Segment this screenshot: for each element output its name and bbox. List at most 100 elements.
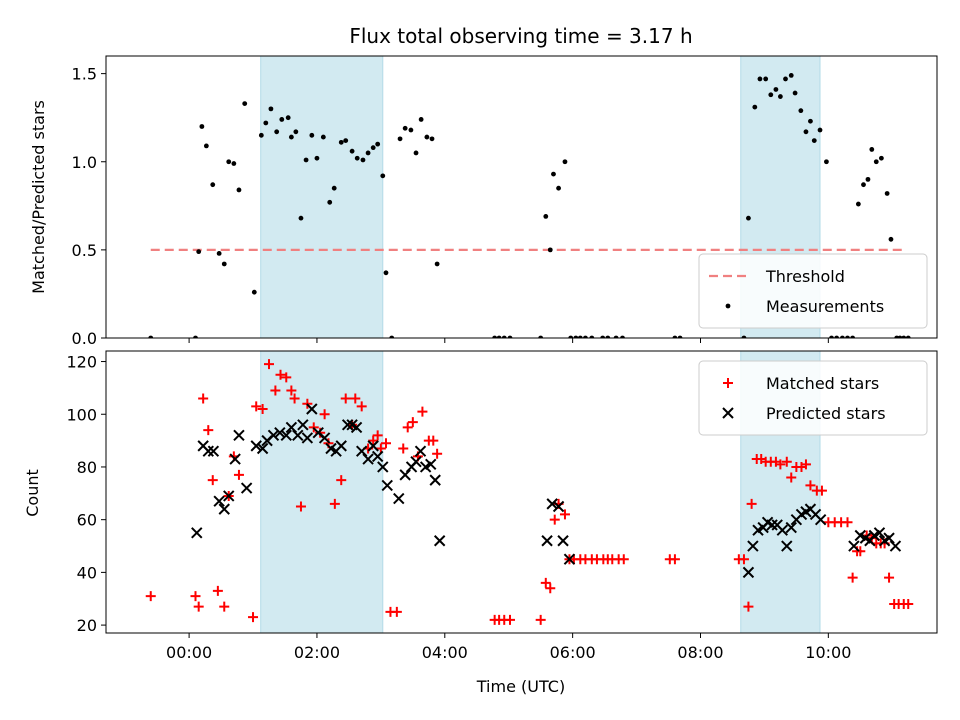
y-tick-label: 80 <box>77 458 97 477</box>
predicted-point <box>766 519 778 531</box>
measurement-point <box>551 171 556 177</box>
measurement-point <box>865 176 871 182</box>
predicted-point <box>747 540 759 552</box>
measurement-point <box>824 159 829 165</box>
measurement-point <box>577 335 583 338</box>
measurement-point <box>303 157 309 163</box>
measurement-point <box>783 76 788 82</box>
predicted-point <box>202 445 214 457</box>
measurement-point <box>496 335 502 338</box>
measurement-point <box>677 335 683 338</box>
observing-interval-0 <box>260 56 384 338</box>
measurement-point <box>375 141 381 147</box>
measurement-point <box>884 191 890 196</box>
measurement-point <box>845 335 850 338</box>
predicted-point <box>371 450 384 463</box>
measurement-point <box>600 335 606 338</box>
measurement-point <box>492 335 498 338</box>
predicted-point <box>377 461 389 473</box>
predicted-point <box>429 474 441 486</box>
predicted-point <box>381 479 393 492</box>
y-tick-label: 60 <box>77 511 97 530</box>
predicted-point <box>552 500 565 513</box>
predicted-point <box>399 469 411 481</box>
predicted-point <box>213 495 225 507</box>
predicted-point <box>267 429 280 442</box>
measurement-point <box>360 157 366 163</box>
legend: Threshold Measurements <box>698 253 928 329</box>
matched-point <box>295 501 306 512</box>
matched-point <box>372 430 383 441</box>
predicted-point <box>848 540 860 552</box>
matched-point <box>286 385 297 396</box>
measurement-point <box>878 155 884 161</box>
measurement-point <box>834 335 840 338</box>
matched-point <box>842 517 853 528</box>
measurement-point <box>193 335 198 338</box>
measurement-point <box>901 335 907 338</box>
predicted-point <box>280 429 292 442</box>
legend-matched-swatch <box>723 378 733 388</box>
bottom-panel: 20 40 60 80 100 120 00:00 02:00 04:00 06:00 08:00 1… <box>66 350 938 662</box>
measurement-point <box>613 335 619 338</box>
measurement-point <box>327 199 333 205</box>
y-tick-label: 120 <box>66 353 97 372</box>
matched-point <box>251 401 262 412</box>
matched-point <box>356 401 367 412</box>
predicted-point <box>292 429 304 442</box>
y-tick-label: 0.5 <box>72 241 97 260</box>
matched-point <box>402 422 413 433</box>
matched-point <box>847 572 858 583</box>
measurement-point <box>338 139 344 145</box>
matched-point <box>391 606 402 617</box>
legend: Matched stars Predicted stars <box>698 360 928 436</box>
matched-point <box>535 614 546 625</box>
measurement-point <box>429 136 435 142</box>
measurement-point <box>397 136 403 142</box>
axes-frame <box>105 350 938 634</box>
matched-point <box>270 385 281 396</box>
legend-label: Threshold <box>765 267 845 286</box>
predicted-point <box>297 419 309 431</box>
measurement-point <box>236 187 242 193</box>
measurement-point <box>788 72 794 78</box>
matched-point <box>329 498 340 509</box>
x-tick-label: 08:00 <box>677 643 723 662</box>
matched-point <box>540 577 551 588</box>
matched-point <box>203 425 214 436</box>
predicted-point <box>393 492 405 505</box>
measurement-point <box>402 125 408 131</box>
measurement-point <box>258 132 264 138</box>
measurement-point <box>568 335 574 338</box>
bottom-y-axis-label: Count <box>23 469 42 517</box>
measurement-point <box>380 173 386 179</box>
measurement-point <box>251 289 257 295</box>
measurement-point <box>148 335 154 338</box>
matched-point <box>746 498 757 509</box>
top-y-axis-label: Matched/Predicted stars <box>29 100 48 294</box>
measurement-point <box>242 101 248 106</box>
matched-point <box>800 459 811 470</box>
predicted-point <box>350 421 363 434</box>
legend-box <box>698 253 928 329</box>
legend-measurement-swatch <box>725 303 731 309</box>
matched-point <box>549 514 560 525</box>
matched-point <box>738 554 749 565</box>
matched-point <box>289 393 300 404</box>
matched-point <box>786 472 797 483</box>
matched-point <box>775 459 786 470</box>
measurement-point <box>556 185 561 191</box>
matched-point <box>350 393 361 404</box>
measurement-point <box>365 150 371 156</box>
measurement-point <box>873 159 879 165</box>
measurement-point <box>562 159 568 165</box>
predicted-point <box>274 426 286 439</box>
predicted-point <box>367 440 379 452</box>
measurement-point <box>389 335 395 338</box>
matched-point <box>816 485 827 496</box>
measurement-point <box>210 182 216 188</box>
top-panel: 0.0 0.5 1.0 1.5 Threshold Measurements <box>72 55 938 348</box>
predicted-point <box>883 532 895 544</box>
matched-point <box>264 359 275 370</box>
measurement-point <box>861 182 866 188</box>
